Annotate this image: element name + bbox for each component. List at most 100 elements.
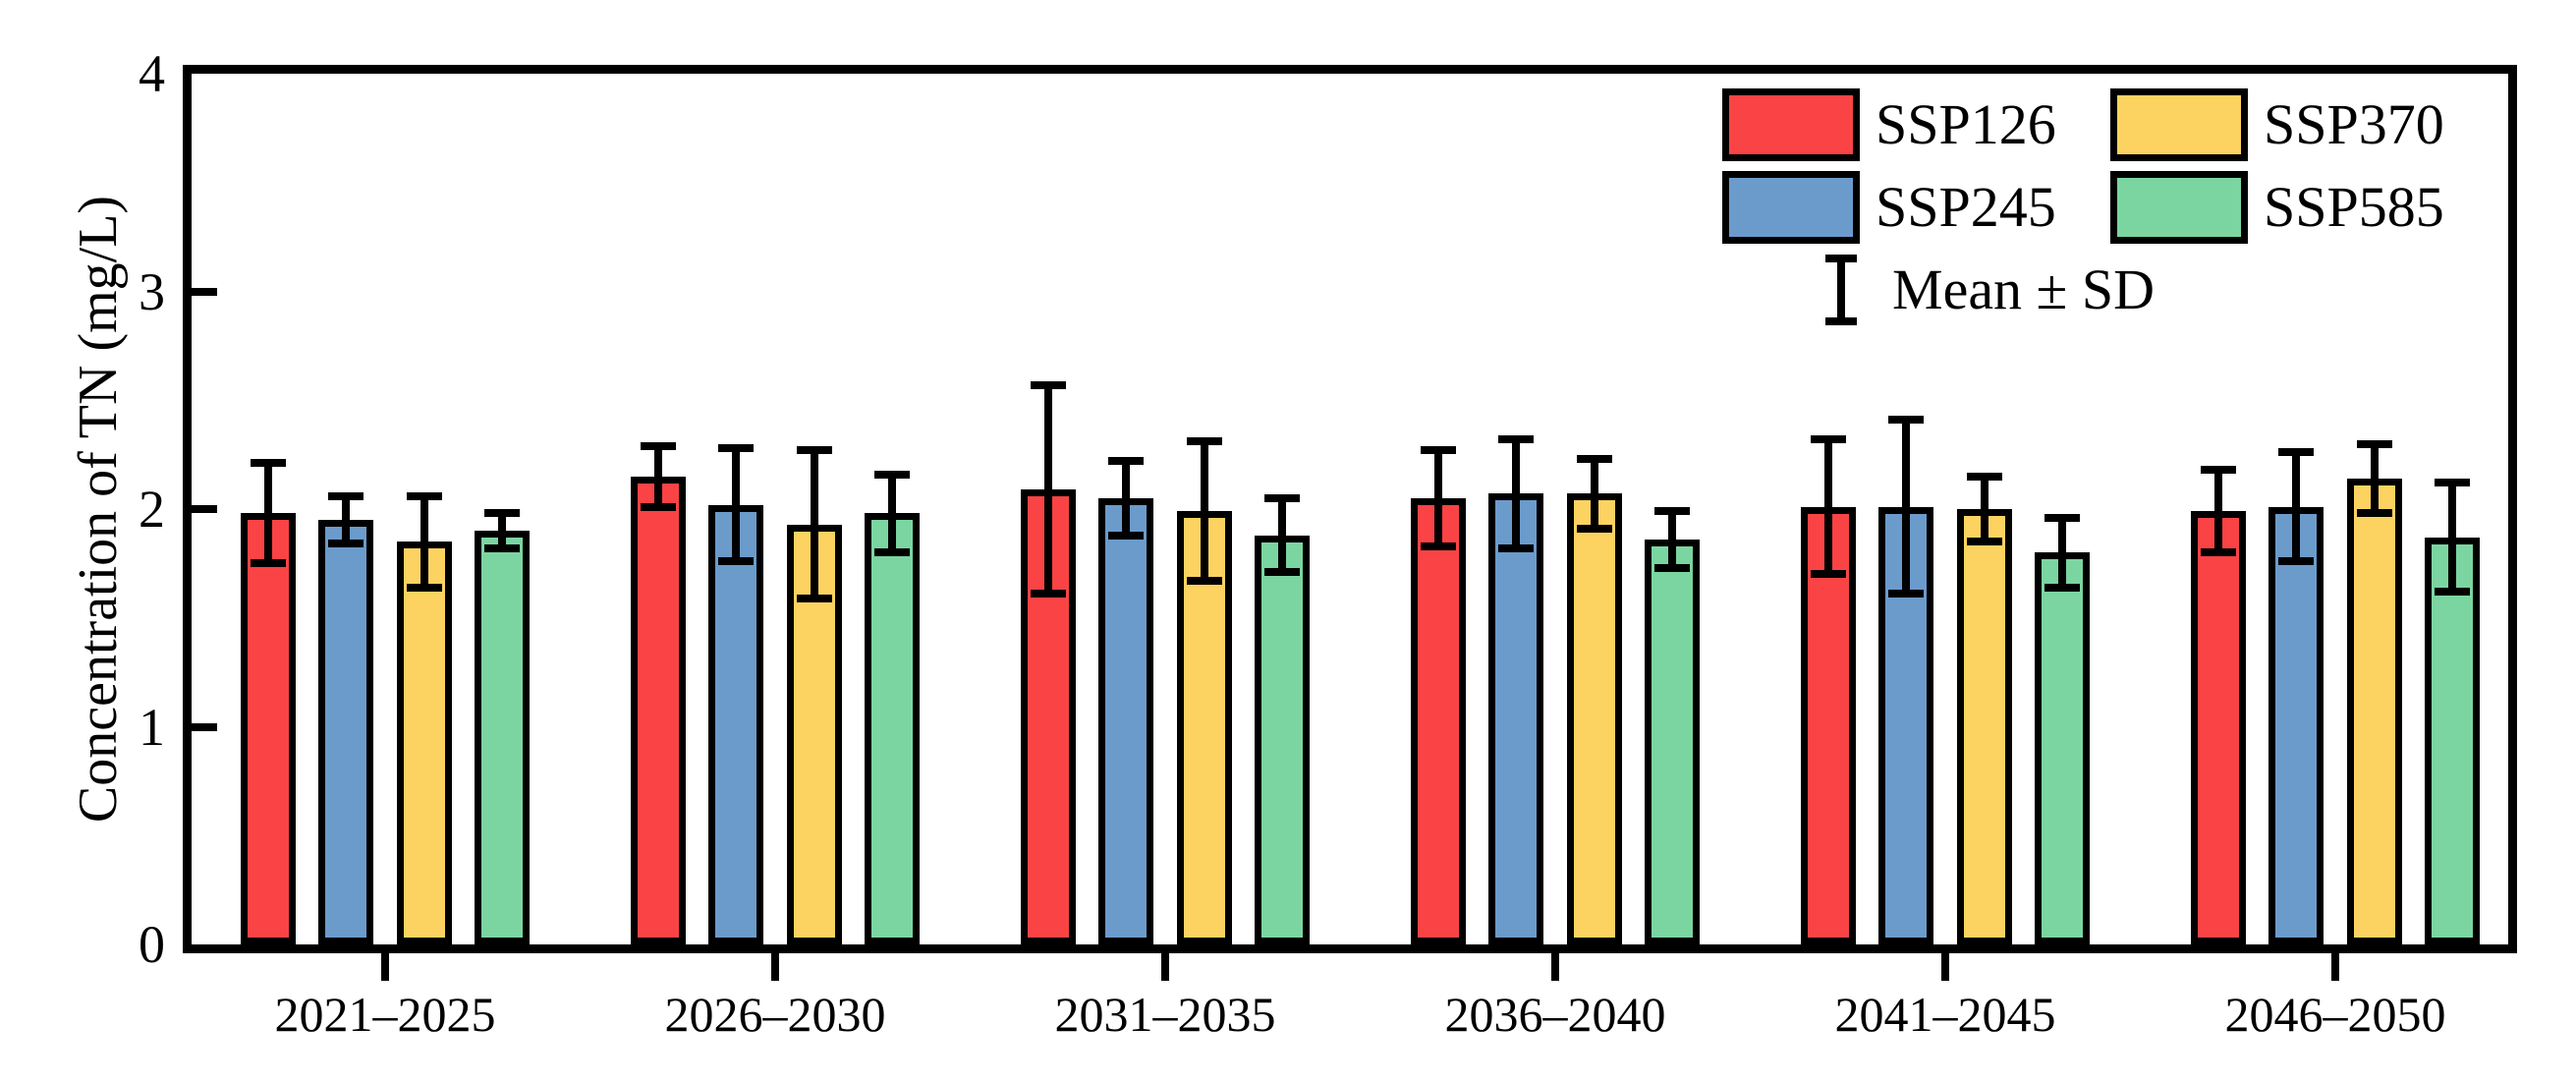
legend-label-ssp245: SSP245 (1876, 175, 2056, 239)
bar-ssp126-2046-2050 (2191, 511, 2246, 944)
bar-ssp370-2041-2045 (1957, 509, 2012, 944)
errorbar-cap (1888, 590, 1924, 598)
errorbar-cap (874, 470, 910, 479)
bar-ssp126-2026-2030 (631, 476, 686, 944)
bar-ssp585-2026-2030 (865, 513, 920, 944)
errorbar-ssp126-2026-2030 (654, 445, 662, 507)
legend-label-ssp585: SSP585 (2264, 175, 2444, 239)
y-tick-label: 3 (139, 261, 165, 321)
errorbar-ssp585-2021-2025 (498, 513, 506, 548)
errorbar-cap (641, 502, 676, 511)
errorbar-cap (797, 446, 832, 455)
errorbar-cap (718, 443, 754, 452)
errorbar-cap (2435, 588, 2470, 597)
bar-ssp126-2021-2025 (241, 513, 296, 944)
errorbar-ssp585-2031-2035 (1278, 497, 1286, 573)
errorbar-cap (251, 559, 286, 568)
x-tick (381, 951, 389, 981)
x-tick-label-2026-2030: 2026–2030 (664, 987, 886, 1042)
errorbar-cap (797, 594, 832, 602)
errorbar-cap (1654, 507, 1690, 516)
legend-meansd-label: Mean ± SD (1892, 257, 2156, 321)
bar-ssp585-2046-2050 (2425, 537, 2480, 944)
bar-ssp585-2036-2040 (1645, 540, 1700, 944)
plot-area: SSP126 SSP370 SSP245 SSP585 Mean ± SD (183, 65, 2517, 953)
errorbar-ssp245-2021-2025 (342, 495, 350, 544)
y-tick-label: 4 (139, 44, 165, 103)
y-tick (192, 722, 217, 731)
bar-ssp370-2021-2025 (397, 542, 452, 944)
errorbar-cap (1031, 590, 1066, 598)
bar-ssp370-2046-2050 (2347, 478, 2402, 944)
plot-content: SSP126 SSP370 SSP245 SSP585 Mean ± SD (192, 74, 2508, 944)
errorbar-cap (328, 491, 364, 500)
errorbar-ssp126-2036-2040 (1434, 450, 1442, 546)
errorbar-cap (1498, 435, 1534, 444)
x-tick-label-2041-2045: 2041–2045 (1834, 987, 2056, 1042)
x-tick-label-2036-2040: 2036–2040 (1444, 987, 1666, 1042)
bar-ssp585-2031-2035 (1255, 535, 1310, 944)
x-tick-label-2046-2050: 2046–2050 (2224, 987, 2446, 1042)
errorbar-cap (641, 441, 676, 450)
errorbar-cap (1654, 563, 1690, 572)
errorbar-ssp585-2026-2030 (888, 474, 896, 553)
errorbar-cap (2435, 479, 2470, 487)
errorbar-cap (1967, 472, 2002, 481)
errorbar-cap (2357, 439, 2392, 448)
errorbar-ssp245-2036-2040 (1512, 439, 1520, 548)
bar-ssp126-2036-2040 (1411, 497, 1466, 944)
y-tick-label: 1 (139, 697, 165, 757)
errorbar-ssp126-2031-2035 (1044, 384, 1052, 595)
errorbar-cap (328, 540, 364, 548)
errorbar-cap (1577, 455, 1612, 464)
errorbar-ssp370-2031-2035 (1201, 441, 1208, 582)
errorbar-cap (407, 583, 442, 592)
errorbar-cap (1187, 437, 1222, 446)
errorbar-ssp245-2046-2050 (2292, 452, 2300, 562)
errorbar-ssp370-2036-2040 (1591, 459, 1598, 529)
legend-swatch-ssp370 (2110, 88, 2248, 161)
bar-ssp245-2031-2035 (1098, 497, 1153, 944)
errorbar-cap (2044, 583, 2080, 592)
errorbar-cap (1421, 446, 1456, 455)
errorbar-cap (2201, 548, 2236, 557)
bar-ssp126-2041-2045 (1801, 506, 1856, 944)
bar-ssp245-2026-2030 (708, 504, 763, 944)
legend-swatch-ssp245 (1722, 171, 1860, 244)
errorbar-ssp126-2041-2045 (1824, 439, 1832, 575)
errorbar-cap (1888, 416, 1924, 425)
errorbar-ssp245-2031-2035 (1122, 461, 1130, 536)
x-tick-label-2031-2035: 2031–2035 (1054, 987, 1276, 1042)
errorbar-cap (1811, 435, 1846, 444)
y-tick (192, 287, 217, 296)
errorbar-cap (251, 459, 286, 468)
errorbar-icon (1825, 255, 1857, 325)
errorbar-cap (1967, 538, 2002, 546)
bar-ssp585-2021-2025 (475, 531, 530, 944)
y-tick (192, 505, 217, 513)
x-tick (1161, 951, 1169, 981)
bar-ssp245-2046-2050 (2268, 506, 2324, 944)
errorbar-ssp126-2021-2025 (264, 463, 272, 564)
errorbar-ssp585-2041-2045 (2058, 517, 2066, 588)
errorbar-ssp245-2041-2045 (1902, 420, 1910, 595)
y-tick-label: 2 (139, 480, 165, 539)
errorbar-cap (874, 548, 910, 557)
errorbar-cap (484, 543, 520, 552)
legend-swatch-ssp585 (2110, 171, 2248, 244)
errorbar-cap (1577, 524, 1612, 533)
errorbar-cap (2278, 557, 2314, 566)
errorbar-cap (407, 491, 442, 500)
legend-label-ssp126: SSP126 (1876, 92, 2056, 156)
errorbar-ssp370-2046-2050 (2371, 443, 2379, 514)
bar-ssp585-2041-2045 (2035, 552, 2090, 944)
legend: SSP126 SSP370 SSP245 SSP585 Mean ± SD (1722, 84, 2469, 331)
errorbar-cap (2357, 509, 2392, 518)
y-tick-label: 0 (139, 915, 165, 974)
bar-ssp245-2036-2040 (1488, 493, 1543, 944)
errorbar-ssp370-2026-2030 (811, 450, 818, 598)
errorbar-cap (1421, 542, 1456, 550)
errorbar-cap (718, 557, 754, 566)
x-tick-label-2021-2025: 2021–2025 (274, 987, 496, 1042)
